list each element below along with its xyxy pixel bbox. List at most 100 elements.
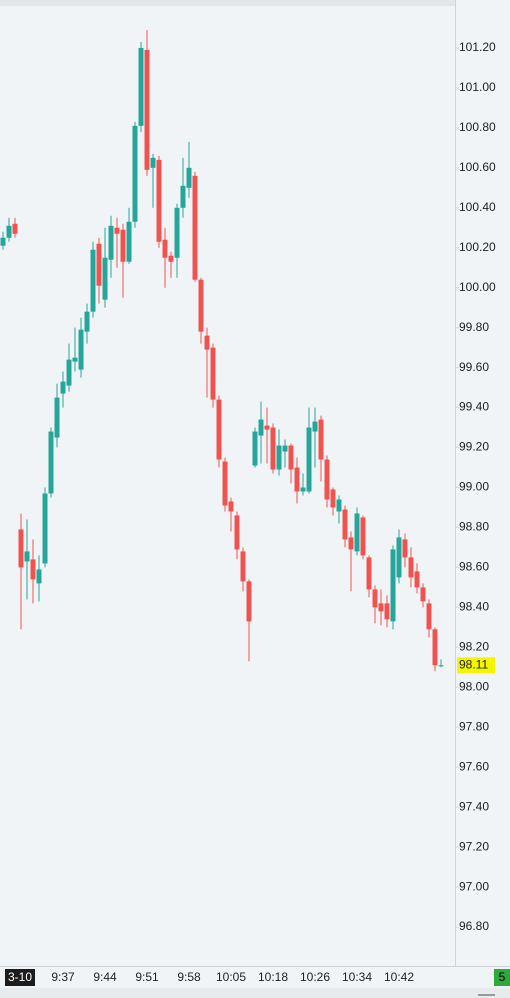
- candle-body: [6, 225, 12, 238]
- candle-body: [396, 537, 402, 578]
- candle-body: [300, 487, 306, 492]
- x-tick-label: 10:18: [258, 970, 288, 984]
- candle-body: [426, 603, 432, 630]
- candle-body: [198, 279, 204, 332]
- candle-body: [72, 357, 78, 362]
- y-tick-label: 97.80: [459, 719, 489, 733]
- candle-body: [42, 493, 48, 564]
- candle-body: [324, 459, 330, 500]
- candle-body: [126, 221, 132, 262]
- candle-body: [222, 461, 228, 506]
- candle-body: [138, 47, 144, 126]
- candle-body: [330, 489, 336, 508]
- candle-body: [162, 239, 168, 258]
- y-tick-label: 99.00: [459, 480, 489, 494]
- x-tick-label: 10:05: [216, 970, 246, 984]
- candle-body: [420, 587, 426, 602]
- y-tick-label: 98.60: [459, 560, 489, 574]
- x-tick-label: 10:42: [384, 970, 414, 984]
- candle-body: [144, 49, 150, 170]
- y-tick-label: 99.60: [459, 360, 489, 374]
- candle-body: [120, 229, 126, 262]
- candle-body: [48, 431, 54, 494]
- y-tick-label: 101.00: [459, 80, 496, 94]
- y-tick-label: 99.40: [459, 400, 489, 414]
- y-tick-label: 99.80: [459, 320, 489, 334]
- candle-body: [276, 445, 282, 470]
- candle-body: [348, 537, 354, 550]
- candle-body: [288, 445, 294, 470]
- y-tick-label: 96.80: [459, 919, 489, 933]
- y-tick-label: 101.20: [459, 40, 496, 54]
- candle-body: [36, 569, 42, 584]
- y-tick-label: 100.00: [459, 280, 496, 294]
- y-tick-label: 98.00: [459, 679, 489, 693]
- candle-body: [306, 427, 312, 492]
- y-tick-label: 98.40: [459, 600, 489, 614]
- x-tick-label: 3-10: [8, 970, 32, 984]
- y-tick-label: 98.20: [459, 640, 489, 654]
- candle-body: [438, 665, 444, 667]
- candle-body: [372, 589, 378, 608]
- candle-body: [258, 419, 264, 436]
- candle-body: [78, 329, 84, 370]
- candle-body: [366, 557, 372, 590]
- candle-body: [432, 629, 438, 666]
- candle-body: [402, 539, 408, 558]
- candle-body: [294, 467, 300, 492]
- candle-body: [240, 551, 246, 582]
- y-tick-label: 98.80: [459, 520, 489, 534]
- candle-body: [186, 167, 192, 188]
- x-tick-label: 10:26: [300, 970, 330, 984]
- candle-body: [114, 227, 120, 234]
- candle-body: [378, 603, 384, 612]
- candle-body: [30, 559, 36, 580]
- candle-body: [66, 359, 72, 386]
- y-tick-label: 97.20: [459, 839, 489, 853]
- x-tick-label: 10:34: [342, 970, 372, 984]
- candle-body: [282, 445, 288, 452]
- candle-body: [360, 517, 366, 556]
- x-tick-label: 9:44: [93, 970, 117, 984]
- candle-body: [252, 431, 258, 466]
- corner-badge-box: [494, 969, 510, 986]
- candle-body: [228, 501, 234, 512]
- x-tick-label: 9:37: [51, 970, 75, 984]
- candle-body: [54, 397, 60, 438]
- y-tick-label: 99.20: [459, 440, 489, 454]
- candle-body: [312, 421, 318, 432]
- candle-body: [204, 335, 210, 350]
- y-tick-label: 97.00: [459, 879, 489, 893]
- candle-body: [414, 571, 420, 588]
- candle-body: [234, 515, 240, 550]
- y-tick-label: 100.80: [459, 120, 496, 134]
- candle-body: [18, 529, 24, 568]
- candle-body: [192, 175, 198, 280]
- candle-body: [60, 381, 66, 394]
- last-price-label: 98.11: [459, 657, 488, 671]
- candle-body: [390, 549, 396, 622]
- candle-body: [210, 347, 216, 400]
- y-tick-label: 100.20: [459, 240, 496, 254]
- bottom-strip: [0, 988, 510, 998]
- candle-body: [264, 425, 270, 430]
- candle-body: [342, 509, 348, 540]
- candle-body: [180, 185, 186, 208]
- candle-body: [150, 157, 156, 168]
- candle-body: [384, 603, 390, 620]
- y-tick-label: 100.60: [459, 160, 496, 174]
- candle-body: [216, 399, 222, 460]
- candle-body: [84, 311, 90, 332]
- x-tick-label: 9:58: [177, 970, 201, 984]
- date-label-box: [5, 969, 35, 986]
- y-tick-label: 97.60: [459, 759, 489, 773]
- x-tick-label: 9:51: [135, 970, 159, 984]
- candle-body: [354, 513, 360, 552]
- candle-body: [336, 499, 342, 512]
- candle-body: [108, 225, 114, 260]
- candle-body: [318, 419, 324, 460]
- candle-body: [246, 581, 252, 622]
- candle-body: [96, 243, 102, 286]
- candle-body: [102, 257, 108, 300]
